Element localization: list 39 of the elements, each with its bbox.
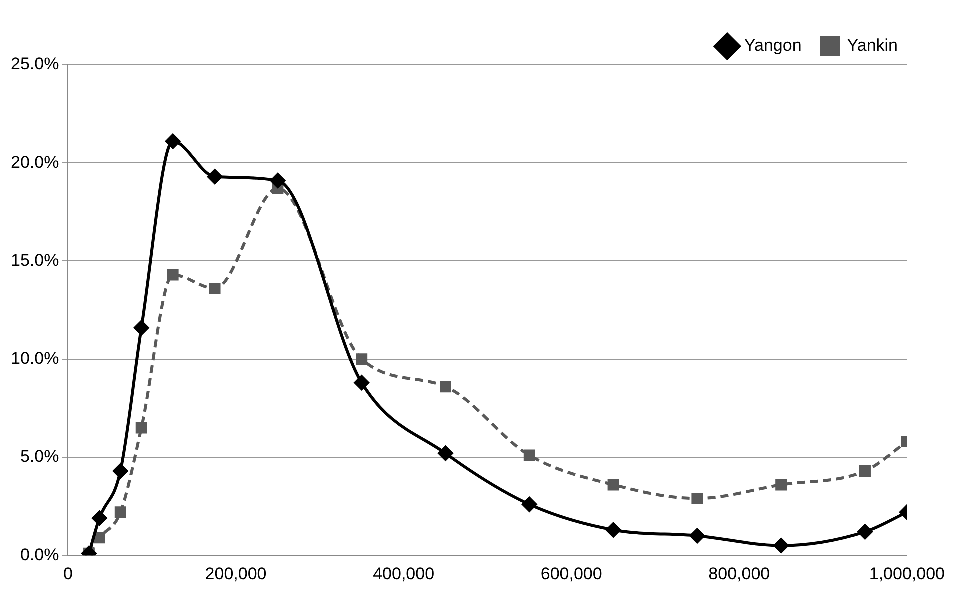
point bbox=[859, 465, 871, 477]
x-tick-label: 200,000 bbox=[205, 564, 267, 584]
point bbox=[524, 450, 536, 462]
point bbox=[94, 532, 106, 544]
point bbox=[136, 422, 148, 434]
point bbox=[606, 522, 622, 538]
point bbox=[692, 492, 704, 504]
y-tick-label: 5.0% bbox=[20, 447, 60, 466]
point bbox=[608, 479, 620, 491]
point bbox=[438, 446, 454, 462]
point bbox=[354, 375, 370, 390]
point bbox=[270, 173, 286, 188]
x-tick-label: 800,000 bbox=[708, 564, 770, 584]
x-tick-label: 600,000 bbox=[540, 564, 602, 584]
y-tick-label: 20.0% bbox=[11, 152, 60, 172]
x-tick-label: 400,000 bbox=[373, 564, 435, 584]
point bbox=[166, 134, 181, 150]
point bbox=[690, 528, 705, 544]
point bbox=[113, 464, 128, 479]
y-tick-label: 0.0% bbox=[20, 545, 60, 564]
point bbox=[208, 169, 223, 184]
legend-label: Yangon bbox=[744, 36, 802, 56]
y-tick-label: 15.0% bbox=[11, 250, 60, 270]
point bbox=[522, 497, 538, 512]
point bbox=[858, 524, 873, 540]
point bbox=[167, 269, 179, 281]
y-tick-label: 10.0% bbox=[11, 349, 60, 368]
x-tick-label: 1,000,000 bbox=[869, 564, 946, 584]
y-tick-label: 25.0% bbox=[11, 54, 60, 74]
point bbox=[134, 320, 150, 336]
point bbox=[114, 506, 126, 518]
point bbox=[440, 381, 452, 393]
legend-label: Yankin bbox=[847, 36, 898, 56]
x-tick-label: 0 bbox=[63, 564, 73, 584]
point bbox=[209, 282, 221, 294]
point bbox=[774, 538, 789, 554]
point bbox=[356, 354, 368, 366]
point bbox=[776, 479, 788, 491]
point bbox=[92, 510, 108, 526]
